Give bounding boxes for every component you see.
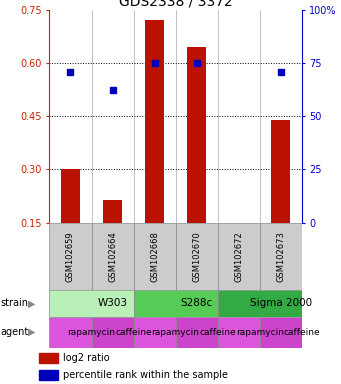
Title: GDS2338 / 3372: GDS2338 / 3372 [119,0,233,8]
Bar [103,200,122,223]
Bar [145,20,164,223]
Bar [91,223,134,290]
Bar [39,353,58,363]
Bar [218,223,260,290]
Bar [271,120,290,223]
Bar [260,317,302,348]
Bar [176,317,218,348]
Bar [260,223,302,290]
Bar [61,169,80,223]
Text: W303: W303 [98,298,128,308]
Text: agent: agent [1,327,29,337]
Text: caffeine: caffeine [283,328,320,337]
Text: ▶: ▶ [28,298,35,308]
Text: caffeine: caffeine [199,328,236,337]
Bar [187,47,206,223]
Bar [49,317,91,348]
Text: ▶: ▶ [28,327,35,337]
Text: GSM102659: GSM102659 [66,231,75,281]
Bar [134,223,176,290]
Text: percentile rank within the sample: percentile rank within the sample [63,370,228,380]
Text: S288c: S288c [180,298,213,308]
Text: rapamycin: rapamycin [68,328,116,337]
Bar [91,317,134,348]
Bar [39,370,58,380]
Bar [218,290,302,317]
Text: GSM102670: GSM102670 [192,231,201,282]
Text: rapamycin: rapamycin [152,328,199,337]
Text: caffeine: caffeine [115,328,152,337]
Text: GSM102672: GSM102672 [234,231,243,282]
Bar [134,290,218,317]
Text: Sigma 2000: Sigma 2000 [250,298,312,308]
Bar [176,223,218,290]
Text: GSM102668: GSM102668 [150,231,159,282]
Text: log2 ratio: log2 ratio [63,353,110,363]
Text: strain: strain [1,298,29,308]
Bar [49,223,91,290]
Text: GSM102664: GSM102664 [108,231,117,282]
Text: rapamycin: rapamycin [236,328,284,337]
Text: GSM102673: GSM102673 [276,231,285,282]
Bar [218,317,260,348]
Bar [49,290,134,317]
Bar [134,317,176,348]
